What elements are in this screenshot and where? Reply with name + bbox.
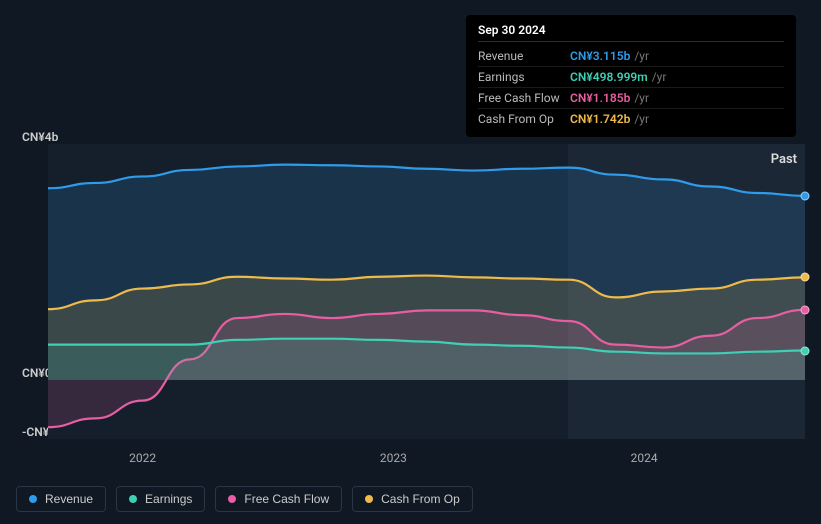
tooltip-metric-suffix: /yr	[652, 70, 667, 84]
plot-area: Past	[16, 144, 805, 439]
x-axis-label: 2022	[129, 451, 156, 465]
series-end-dot	[801, 273, 810, 282]
legend-label: Earnings	[145, 492, 192, 506]
tooltip-metric-suffix: /yr	[634, 91, 649, 105]
tooltip-row: RevenueCN¥3.115b/yr	[478, 46, 784, 67]
legend-dot-icon	[29, 495, 37, 503]
series-end-dot	[801, 305, 810, 314]
tooltip-metric-label: Free Cash Flow	[478, 91, 570, 105]
y-axis-label: CN¥4b	[22, 130, 58, 144]
tooltip-metric-label: Revenue	[478, 49, 570, 63]
tooltip-metric-value: CN¥498.999m	[570, 70, 648, 84]
legend-label: Free Cash Flow	[244, 492, 329, 506]
tooltip-metric-label: Earnings	[478, 70, 570, 84]
legend-item[interactable]: Free Cash Flow	[215, 486, 342, 512]
x-axis-label: 2023	[380, 451, 407, 465]
data-tooltip: Sep 30 2024 RevenueCN¥3.115b/yrEarningsC…	[466, 15, 796, 137]
legend-item[interactable]: Earnings	[116, 486, 205, 512]
chart-container: Sep 30 2024 RevenueCN¥3.115b/yrEarningsC…	[0, 0, 821, 524]
legend-dot-icon	[365, 495, 373, 503]
tooltip-metric-suffix: /yr	[634, 49, 649, 63]
series-end-dot	[801, 191, 810, 200]
chart-area: CN¥4bCN¥0-CN¥1b Past 202220232024	[16, 120, 805, 469]
legend-dot-icon	[129, 495, 137, 503]
tooltip-metric-value: CN¥1.185b	[570, 91, 630, 105]
tooltip-row: Free Cash FlowCN¥1.185b/yr	[478, 88, 784, 109]
series-end-dot	[801, 346, 810, 355]
legend-item[interactable]: Cash From Op	[352, 486, 473, 512]
tooltip-metric-value: CN¥3.115b	[570, 49, 630, 63]
legend-label: Revenue	[45, 492, 93, 506]
legend-dot-icon	[228, 495, 236, 503]
legend-label: Cash From Op	[381, 492, 460, 506]
x-axis-label: 2024	[631, 451, 658, 465]
tooltip-row: EarningsCN¥498.999m/yr	[478, 67, 784, 88]
tooltip-date: Sep 30 2024	[478, 23, 784, 42]
legend-item[interactable]: Revenue	[16, 486, 106, 512]
legend: Revenue Earnings Free Cash Flow Cash From O…	[16, 486, 473, 512]
